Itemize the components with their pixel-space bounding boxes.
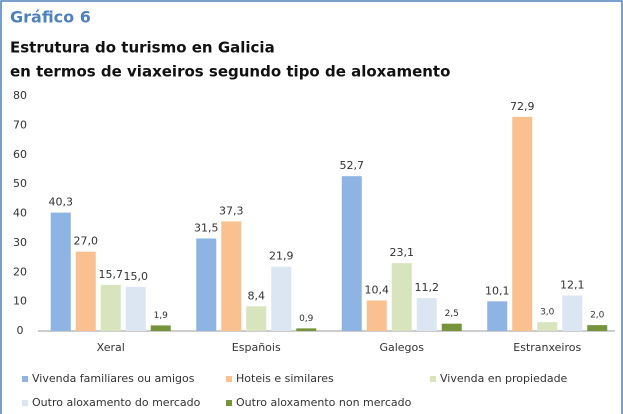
x-tick-label: Galegos: [379, 341, 424, 354]
bar: [150, 325, 171, 331]
bar: [100, 284, 121, 331]
value-label: 2,5: [445, 309, 459, 319]
bar: [125, 286, 146, 331]
legend-label: Outro aloxamento non mercado: [236, 396, 412, 409]
value-label: 15,7: [99, 268, 124, 281]
value-label: 12,1: [560, 278, 585, 291]
value-label: 31,5: [194, 221, 219, 234]
value-label: 10,4: [365, 283, 390, 296]
y-tick-label: 20: [13, 265, 27, 278]
value-label: 52,7: [340, 159, 365, 172]
y-tick-label: 30: [13, 236, 27, 249]
chart-subtitle: en termos de viaxeiros segundo tipo de a…: [10, 63, 450, 81]
y-tick-label: 0: [17, 324, 24, 337]
value-label: 23,1: [390, 246, 415, 259]
value-label: 21,9: [269, 250, 294, 263]
bar: [296, 328, 317, 331]
bar: [50, 212, 71, 331]
legend-label: Hoteis e similares: [236, 372, 334, 385]
bar: [562, 295, 583, 331]
bar: [537, 322, 558, 331]
bar: [487, 301, 508, 331]
legend-label: Outro aloxamento do mercado: [32, 396, 201, 409]
value-label: 2,0: [590, 311, 605, 321]
legend-swatch: [226, 376, 232, 382]
bar: [75, 251, 96, 331]
legend-swatch: [430, 376, 436, 382]
x-tick-label: Estranxeiros: [513, 341, 581, 354]
value-label: 11,2: [415, 281, 440, 294]
chart-title: Gráfico 6: [10, 8, 91, 27]
bar: [441, 323, 462, 331]
y-tick-label: 80: [13, 89, 27, 102]
value-label: 40,3: [49, 196, 74, 209]
value-label: 1,9: [154, 311, 169, 321]
legend-label: Vivenda familiares ou amigos: [32, 372, 195, 385]
chart-subtitle: Estrutura do turismo en Galicia: [10, 39, 275, 57]
bar: [196, 238, 217, 331]
value-label: 15,0: [124, 270, 149, 283]
bar: [271, 266, 292, 331]
bar: [512, 116, 533, 331]
legend-label: Vivenda en propiedade: [440, 372, 568, 385]
value-label: 37,3: [219, 204, 244, 217]
bar: [391, 263, 412, 331]
value-label: 10,1: [485, 284, 510, 297]
value-label: 3,0: [540, 308, 555, 318]
bar: [221, 221, 242, 331]
y-tick-label: 40: [13, 207, 27, 220]
y-tick-label: 10: [13, 295, 27, 308]
bar: [246, 306, 267, 331]
legend-swatch: [22, 400, 28, 406]
y-tick-label: 70: [13, 118, 27, 131]
y-tick-label: 50: [13, 177, 27, 190]
legend-swatch: [226, 400, 232, 406]
bar: [416, 298, 437, 331]
value-label: 27,0: [74, 235, 99, 248]
value-label: 0,9: [299, 314, 314, 324]
bar: [587, 325, 608, 331]
legend-swatch: [22, 376, 28, 382]
x-tick-label: Xeral: [97, 341, 125, 354]
bar: [366, 300, 387, 331]
value-label: 8,4: [248, 289, 266, 302]
value-label: 72,9: [510, 100, 535, 113]
x-tick-label: Españois: [232, 341, 281, 354]
y-tick-label: 60: [13, 148, 27, 161]
bar: [341, 176, 362, 331]
